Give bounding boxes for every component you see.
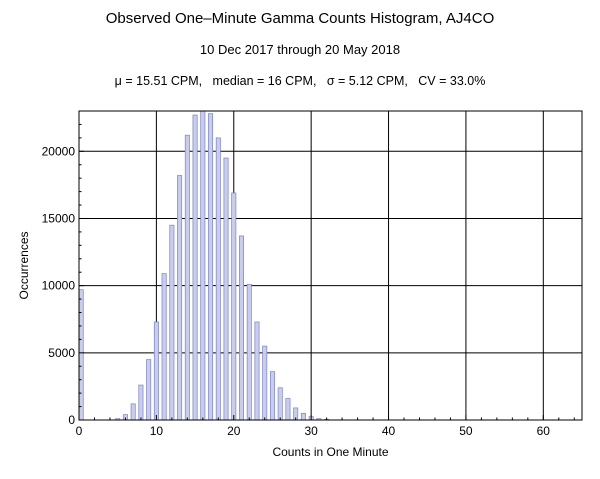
x-tick-label: 20	[227, 424, 241, 438]
histogram-bar	[231, 192, 237, 421]
x-tick-label: 30	[304, 424, 318, 438]
histogram-bar	[277, 387, 283, 421]
x-tick-label: 0	[76, 424, 83, 438]
histogram-bar	[223, 157, 229, 421]
x-tick-label: 10	[150, 424, 164, 438]
histogram-bar	[262, 345, 268, 421]
x-tick-label: 60	[537, 424, 551, 438]
histogram-bar	[215, 137, 221, 421]
chart-subtitle: 10 Dec 2017 through 20 May 2018	[199, 42, 401, 57]
histogram-bar	[246, 283, 252, 421]
x-tick-label: 40	[382, 424, 396, 438]
histogram-bar	[161, 273, 167, 421]
y-tick-label: 10000	[42, 279, 76, 293]
y-tick-label: 5000	[48, 346, 75, 360]
chart-stats-line: μ = 15.51 CPM, median = 16 CPM, σ = 5.12…	[114, 74, 486, 88]
x-tick-label: 50	[459, 424, 473, 438]
histogram-bar	[177, 175, 183, 421]
histogram-bar	[254, 321, 260, 421]
histogram-bar	[184, 134, 190, 421]
chart-title: Observed One–Minute Gamma Counts Histogr…	[105, 10, 495, 27]
y-tick-label: 0	[68, 413, 75, 427]
y-axis-label: Occurrences	[17, 231, 31, 299]
histogram-bar	[130, 403, 136, 421]
histogram-bar	[146, 359, 152, 421]
plot-frame	[78, 110, 583, 421]
chart-bars	[78, 110, 330, 421]
histogram-bar	[285, 398, 291, 421]
histogram-bar	[269, 371, 275, 421]
x-axis-label: Counts in One Minute	[272, 445, 388, 459]
y-tick-label: 20000	[42, 144, 76, 158]
y-tick-label: 15000	[42, 211, 76, 225]
histogram-bar	[239, 235, 244, 421]
axis-ticks: 0 10 20 30 40 50 60 0 5000 10000 15000 20000	[42, 110, 575, 438]
histogram-bar	[153, 321, 159, 421]
histogram-bar	[169, 224, 175, 421]
histogram-bar	[200, 110, 206, 421]
histogram-bar	[78, 289, 84, 421]
histogram-bar	[138, 384, 144, 421]
histogram-bar	[300, 412, 306, 421]
histogram-bar	[208, 113, 214, 421]
histogram-bar	[192, 114, 198, 421]
